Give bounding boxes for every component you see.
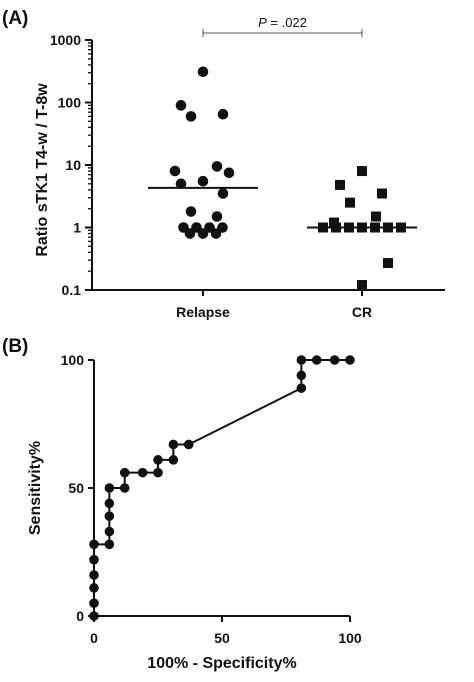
roc-curve-line <box>93 359 350 616</box>
relapse-data-point <box>197 66 209 78</box>
roc-data-point <box>89 539 99 550</box>
relapse-data-point <box>217 108 229 120</box>
panel-b-y-tick-label: 100 <box>61 352 85 368</box>
panel-b-plot: 0 50 100 0 50 100 <box>61 352 362 646</box>
cr-data-point <box>383 258 393 269</box>
panel-a-y-axis-title: Ratio sTK1 T4-w / T-8w <box>34 83 51 257</box>
cr-data-point <box>357 166 367 177</box>
cr-data-point <box>345 197 355 208</box>
relapse-data-point <box>185 111 197 122</box>
roc-data-point <box>119 467 130 478</box>
roc-data-point <box>137 467 148 478</box>
cr-data-point <box>377 188 387 199</box>
panel-a-x-tick-label: CR <box>352 304 372 320</box>
relapse-data-point <box>217 188 229 199</box>
cr-data-point <box>357 280 367 291</box>
panel-a-y-tick-label: 100 <box>58 95 82 111</box>
relapse-data-point <box>184 228 196 239</box>
roc-data-point <box>89 611 99 621</box>
roc-data-point <box>153 455 163 465</box>
relapse-data-point <box>197 175 209 187</box>
roc-data-point <box>345 355 355 365</box>
panel-a-y-tick-label: 10 <box>65 157 81 173</box>
relapse-data-point <box>197 228 209 239</box>
relapse-data-point <box>175 100 187 111</box>
panel-b-x-tick-label: 100 <box>338 630 362 646</box>
roc-data-point <box>183 439 194 450</box>
relapse-data-point <box>175 178 187 190</box>
panel-a-y-tick-label: 1000 <box>50 32 81 48</box>
roc-data-point <box>89 583 99 593</box>
roc-data-point <box>104 498 115 509</box>
roc-data-point <box>296 370 307 381</box>
relapse-data-point <box>223 167 235 179</box>
roc-data-point <box>296 383 307 393</box>
relapse-data-point <box>211 161 223 172</box>
panel-b-x-axis-title: 100% - Specificity% <box>147 655 296 672</box>
panel-b-y-tick-label: 0 <box>76 608 84 624</box>
roc-data-point <box>89 570 99 580</box>
roc-data-point <box>89 554 99 565</box>
panel-b-y-tick-label: 50 <box>68 480 84 496</box>
relapse-data-point <box>169 165 181 177</box>
roc-data-point <box>168 455 179 465</box>
cr-data-point <box>335 179 345 190</box>
roc-data-point <box>311 355 322 365</box>
roc-data-point <box>329 355 340 365</box>
roc-data-point <box>104 511 115 521</box>
panel-a-x-tick-label: Relapse <box>176 304 230 320</box>
roc-data-point <box>104 483 115 493</box>
panel-a-y-tick-label: 1 <box>73 220 81 236</box>
panel-a-label: (A) <box>2 8 28 29</box>
p-value-annotation: P = .022 <box>258 15 307 30</box>
panel-b-y-axis-title: Sensitivity% <box>27 441 44 535</box>
cr-data-point <box>371 211 381 222</box>
roc-data-point <box>296 355 307 365</box>
roc-data-point <box>153 467 163 478</box>
relapse-data-point <box>210 228 222 239</box>
panel-b-label: (B) <box>2 336 28 357</box>
panel-b-x-tick-label: 50 <box>214 630 230 646</box>
panel-a-plot: 0.1 1 10 100 1000 Relapse CR P = .022 <box>50 15 445 320</box>
roc-data-point <box>104 539 115 550</box>
roc-data-point <box>104 526 115 537</box>
relapse-data-point <box>185 206 197 217</box>
panel-b-x-tick-label: 0 <box>90 630 98 646</box>
roc-data-point <box>168 439 179 450</box>
roc-data-point <box>119 483 130 493</box>
relapse-data-point <box>211 211 223 222</box>
panel-a-y-tick-label: 0.1 <box>62 282 82 298</box>
roc-data-point <box>89 598 99 608</box>
